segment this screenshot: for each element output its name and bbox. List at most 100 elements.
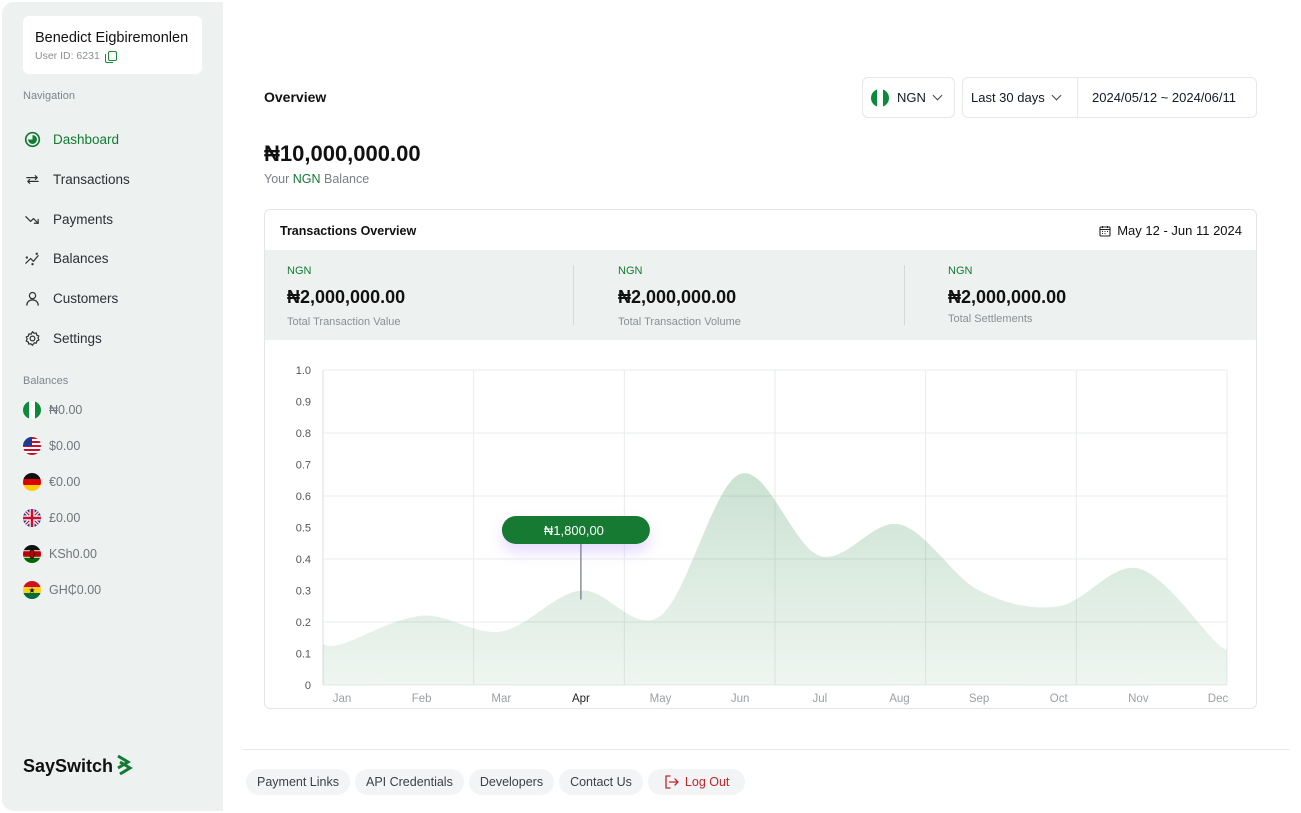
api-credentials-button[interactable]: API Credentials — [354, 769, 464, 795]
y-tick-label: 0 — [305, 680, 311, 692]
sidebar-item-settings[interactable]: Settings — [23, 318, 213, 358]
y-tick-label: 1.0 — [296, 365, 311, 377]
balance-caption: Your NGN Balance — [264, 172, 369, 186]
stat-value: ₦2,000,000.00 — [948, 287, 1067, 307]
balance-caption-suffix: Balance — [324, 172, 370, 186]
user-id: User ID: 6231 — [35, 50, 190, 63]
balance-item-usd[interactable]: $0.00 — [23, 428, 101, 464]
logout-icon — [665, 775, 679, 789]
area-series — [323, 473, 1228, 685]
user-id-label: User ID: 6231 — [35, 50, 100, 62]
x-tick-label: Jun — [731, 693, 750, 705]
copy-icon[interactable] — [104, 50, 117, 63]
payment-links-button[interactable]: Payment Links — [246, 769, 350, 795]
stat-currency: NGN — [287, 265, 312, 277]
transactions-overview-card: Transactions Overview May 12 - Jun 11 20… — [264, 209, 1257, 709]
balances-icon — [23, 250, 41, 268]
sidebar-item-dashboard[interactable]: Dashboard — [23, 120, 213, 160]
stat-divider — [573, 265, 574, 325]
payments-icon — [23, 210, 41, 228]
balances-label: Balances — [23, 375, 69, 387]
ghana-flag-icon — [23, 581, 41, 599]
sidebar: Benedict Eigbiremonlen User ID: 6231 Nav… — [2, 2, 223, 811]
y-tick-label: 0.8 — [296, 428, 311, 440]
range-select[interactable]: Last 30 days — [963, 78, 1078, 117]
balances-list: ₦0.00 $0.00 €0.00 £0.00 KSh0.00 — [23, 392, 101, 608]
chevron-down-icon — [1051, 90, 1062, 101]
balance-value: $0.00 — [49, 439, 81, 453]
logout-label: Log Out — [684, 775, 730, 789]
x-tick-label: Feb — [412, 693, 432, 705]
stat-label: Total Transaction Volume — [618, 316, 741, 328]
balance-item-gbp[interactable]: £0.00 — [23, 500, 101, 536]
dashboard-icon — [23, 131, 41, 149]
calendar-icon — [1099, 225, 1111, 237]
stats-panel: NGN ₦2,000,000.00 Total Transaction Valu… — [265, 250, 1256, 340]
y-tick-label: 0.7 — [296, 460, 311, 472]
balance-item-eur[interactable]: €0.00 — [23, 464, 101, 500]
transactions-area-chart: 0 0.1 0.2 0.3 0.4 0.5 0.6 0.7 0.8 0.9 1.0 Jan Feb Mar… — [296, 365, 1229, 705]
balance-item-ngn[interactable]: ₦0.00 — [23, 392, 101, 428]
transactions-icon — [23, 171, 41, 189]
page-title: Overview — [264, 89, 327, 105]
balance-item-kes[interactable]: KSh0.00 — [23, 536, 101, 572]
user-name: Benedict Eigbiremonlen — [35, 30, 189, 46]
y-tick-label: 0.2 — [296, 617, 311, 629]
y-tick-label: 0.6 — [296, 491, 311, 503]
balance-caption-currency: NGN — [292, 172, 321, 186]
y-tick-label: 0.9 — [296, 397, 311, 409]
balance-value: GH₵0.00 — [49, 583, 102, 597]
germany-flag-icon — [23, 473, 41, 491]
nigeria-flag-icon — [871, 88, 889, 107]
brand-name: SaySwitch — [23, 755, 114, 776]
range-dates[interactable]: 2024/05/12 ~ 2024/06/11 — [1092, 90, 1236, 105]
settings-icon — [23, 329, 41, 347]
balance-value: KSh0.00 — [49, 547, 97, 561]
logout-button[interactable]: Log Out — [647, 769, 746, 795]
contact-us-button[interactable]: Contact Us — [559, 769, 643, 795]
y-tick-label: 0.4 — [296, 554, 311, 566]
developers-button[interactable]: Developers — [468, 769, 555, 795]
balance-item-ghs[interactable]: GH₵0.00 — [23, 572, 101, 608]
card-date-range: May 12 - Jun 11 2024 — [1099, 223, 1242, 238]
sidebar-item-transactions[interactable]: Transactions — [23, 160, 213, 200]
x-tick-label: Jan — [333, 693, 352, 705]
card-date-text: May 12 - Jun 11 2024 — [1117, 223, 1242, 238]
currency-select[interactable]: NGN — [862, 77, 955, 118]
uk-flag-icon — [23, 509, 41, 527]
stat-transaction-value: NGN ₦2,000,000.00 Total Transaction Valu… — [287, 250, 405, 340]
brand-mark-icon — [117, 754, 133, 776]
x-tick-label: May — [650, 693, 672, 705]
sidebar-item-label: Settings — [53, 330, 102, 346]
nigeria-flag-icon — [23, 401, 41, 419]
stat-label: Total Settlements — [948, 313, 1033, 325]
balance-value: £0.00 — [49, 511, 81, 525]
y-tick-label: 0.5 — [296, 523, 311, 535]
stat-transaction-volume: NGN ₦2,000,000.00 Total Transaction Volu… — [618, 250, 741, 340]
stat-label: Total Transaction Value — [287, 316, 401, 328]
sidebar-item-payments[interactable]: Payments — [23, 199, 213, 239]
y-tick-label: 0.3 — [296, 586, 311, 598]
customers-icon — [23, 290, 41, 308]
x-tick-label: Jul — [812, 693, 827, 705]
stat-divider — [904, 265, 905, 325]
stat-currency: NGN — [618, 265, 643, 277]
balance-value: ₦0.00 — [49, 403, 83, 417]
x-tick-label: Apr — [572, 693, 590, 705]
tooltip-bubble — [501, 516, 650, 544]
chevron-down-icon — [932, 90, 943, 101]
usa-flag-icon — [23, 437, 41, 455]
date-range-picker: Last 30 days 2024/05/12 ~ 2024/06/11 — [962, 77, 1257, 118]
stat-value: ₦2,000,000.00 — [287, 287, 406, 307]
stat-currency: NGN — [948, 265, 973, 277]
x-tick-label: Aug — [889, 693, 909, 705]
footer-links: Payment Links API Credentials Developers… — [246, 769, 746, 795]
nav-menu: Dashboard Transactions Payments Balances… — [23, 120, 213, 358]
sidebar-item-customers[interactable]: Customers — [23, 279, 213, 319]
stat-settlements: NGN ₦2,000,000.00 Total Settlements — [948, 250, 1066, 340]
sidebar-item-balances[interactable]: Balances — [23, 239, 213, 279]
sidebar-item-label: Dashboard — [53, 132, 120, 148]
balance-value: €0.00 — [49, 475, 81, 489]
tooltip-label: ₦1,800,00 — [544, 523, 604, 538]
user-card: Benedict Eigbiremonlen User ID: 6231 — [23, 16, 202, 74]
